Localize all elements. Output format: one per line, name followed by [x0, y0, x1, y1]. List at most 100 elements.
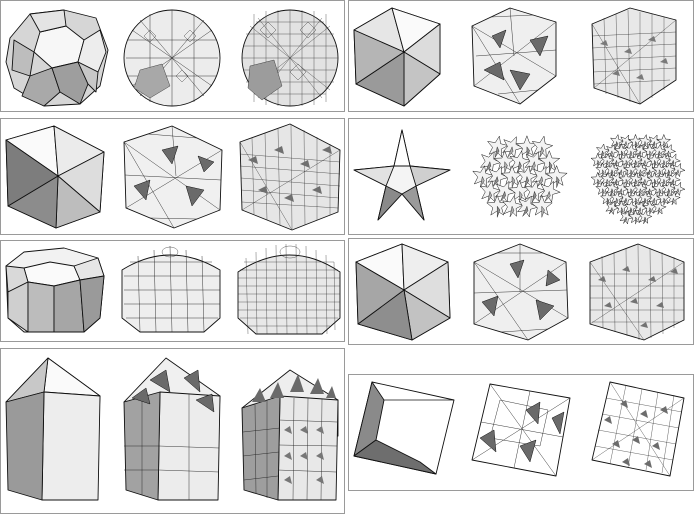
- star-spike-shade: [494, 146, 500, 158]
- panel-4-polyhedron-refined: [590, 133, 686, 225]
- star-spike-shade: [509, 205, 515, 218]
- star-spike-shade: [507, 146, 514, 158]
- star-spike-shade: [511, 175, 516, 188]
- star-spike-shade: [662, 178, 666, 187]
- star-spike-shade: [638, 188, 642, 196]
- star-spike-shade: [649, 150, 652, 158]
- panel-1-polyhedron-subdivided: [123, 9, 221, 107]
- star-spike-shade: [539, 146, 544, 158]
- star-spike-shade: [667, 169, 671, 177]
- star-spike-shade: [618, 188, 623, 196]
- star-spike-shade: [609, 206, 613, 215]
- star-spike-shade: [670, 178, 675, 186]
- star-spike-shade: [633, 159, 637, 168]
- panel-8-polyhedron-subdivided: [471, 383, 571, 477]
- star-spike-shade: [651, 140, 656, 149]
- star-spike-shade: [625, 178, 629, 187]
- star-spike-shade: [485, 161, 492, 172]
- star-spike-shade: [670, 159, 675, 167]
- panel-8: [348, 374, 694, 491]
- panel-2-polyhedron-refined: [591, 7, 677, 105]
- star-spike-shade: [549, 161, 553, 173]
- panel-1-polyhedron-base: [5, 9, 109, 107]
- panel-5-polyhedron-base: [5, 247, 105, 333]
- star-spike-shade: [529, 161, 536, 172]
- panel-8-polyhedron-refined: [591, 381, 685, 477]
- star-spike-shade: [642, 178, 646, 186]
- panel-2-polyhedron-subdivided: [471, 7, 557, 105]
- star-spike-shade: [524, 175, 530, 188]
- star-spike-shade: [643, 140, 647, 149]
- star-spike-shade: [630, 188, 633, 196]
- star-spike-shade: [517, 161, 522, 173]
- panel-3: [0, 118, 345, 235]
- star-spike-shade: [497, 205, 501, 218]
- panel-1: [0, 0, 345, 112]
- star-spike-shade: [629, 206, 633, 215]
- star-spike-shade: [630, 169, 633, 177]
- star-spike-shade: [635, 216, 638, 225]
- star-spike-shade: [602, 169, 605, 177]
- star-spike-shade: [597, 178, 600, 187]
- star-spike-shade: [492, 175, 499, 187]
- star-spike-shade: [504, 161, 508, 173]
- star-spike-shade: [610, 169, 614, 177]
- star-spike-shade: [629, 150, 633, 158]
- panel-1-polyhedron-refined: [241, 9, 339, 107]
- star-spike-shade: [642, 159, 646, 167]
- panel-3-polyhedron-subdivided: [123, 125, 223, 229]
- star-spike-shade: [654, 159, 657, 168]
- star-spike-shade: [649, 206, 652, 215]
- star-spike-shade: [487, 190, 493, 203]
- panel-6-polyhedron-refined: [589, 243, 685, 341]
- panel-6: [348, 238, 694, 345]
- panel-8-polyhedron-base: [353, 381, 455, 475]
- star-spike-shade: [658, 188, 662, 196]
- star-spike-shade: [500, 190, 506, 202]
- panel-2-polyhedron-base: [353, 7, 441, 107]
- star-spike-shade: [625, 159, 629, 168]
- star-spike-shade: [541, 205, 545, 218]
- star-spike-shade: [657, 150, 661, 158]
- panel-7: [0, 348, 345, 514]
- star-spike-shade: [638, 169, 642, 177]
- star-spike-shade: [675, 188, 679, 196]
- star-spike-shade: [623, 197, 627, 205]
- star-spike-shade: [651, 197, 656, 205]
- star-spike-shade: [602, 188, 605, 196]
- panel-6-polyhedron-base: [355, 243, 451, 341]
- panel-7-polyhedron-subdivided: [123, 357, 221, 501]
- star-spike-shade: [671, 197, 675, 206]
- panel-5-polyhedron-subdivided: [121, 245, 221, 333]
- star-spike-shade: [613, 178, 618, 186]
- star-spike-shade: [643, 197, 647, 206]
- panel-5-polyhedron-refined: [237, 243, 341, 335]
- star-spike-shade: [615, 140, 619, 149]
- star-spike-shade: [662, 159, 666, 168]
- star-spike-shade: [637, 206, 642, 215]
- star-spike-shade: [605, 159, 609, 168]
- star-spike-shade: [522, 205, 529, 217]
- star-spike-shade: [623, 216, 627, 224]
- star-spike-shade: [633, 178, 637, 187]
- panel-4-polyhedron-base: [353, 129, 451, 221]
- panel-7-polyhedron-refined: [241, 369, 339, 501]
- panel-2: [348, 0, 694, 112]
- star-spike-shade: [610, 188, 614, 196]
- panel-6-polyhedron-subdivided: [473, 243, 569, 341]
- star-spike-shade: [532, 190, 537, 203]
- star-spike-shade: [663, 197, 666, 206]
- panel-4: [348, 118, 694, 235]
- star-spike-shade: [600, 150, 604, 158]
- star-spike-shade: [643, 216, 647, 225]
- star-spike-shade: [654, 178, 657, 187]
- star-spike-shade: [597, 159, 600, 168]
- star-spike-shade: [556, 175, 560, 188]
- star-spike-shade: [605, 178, 609, 187]
- star-spike-shade: [657, 206, 661, 215]
- star-spike-shade: [623, 140, 627, 149]
- star-spike-shade: [615, 197, 619, 206]
- star-spike-shade: [637, 150, 642, 158]
